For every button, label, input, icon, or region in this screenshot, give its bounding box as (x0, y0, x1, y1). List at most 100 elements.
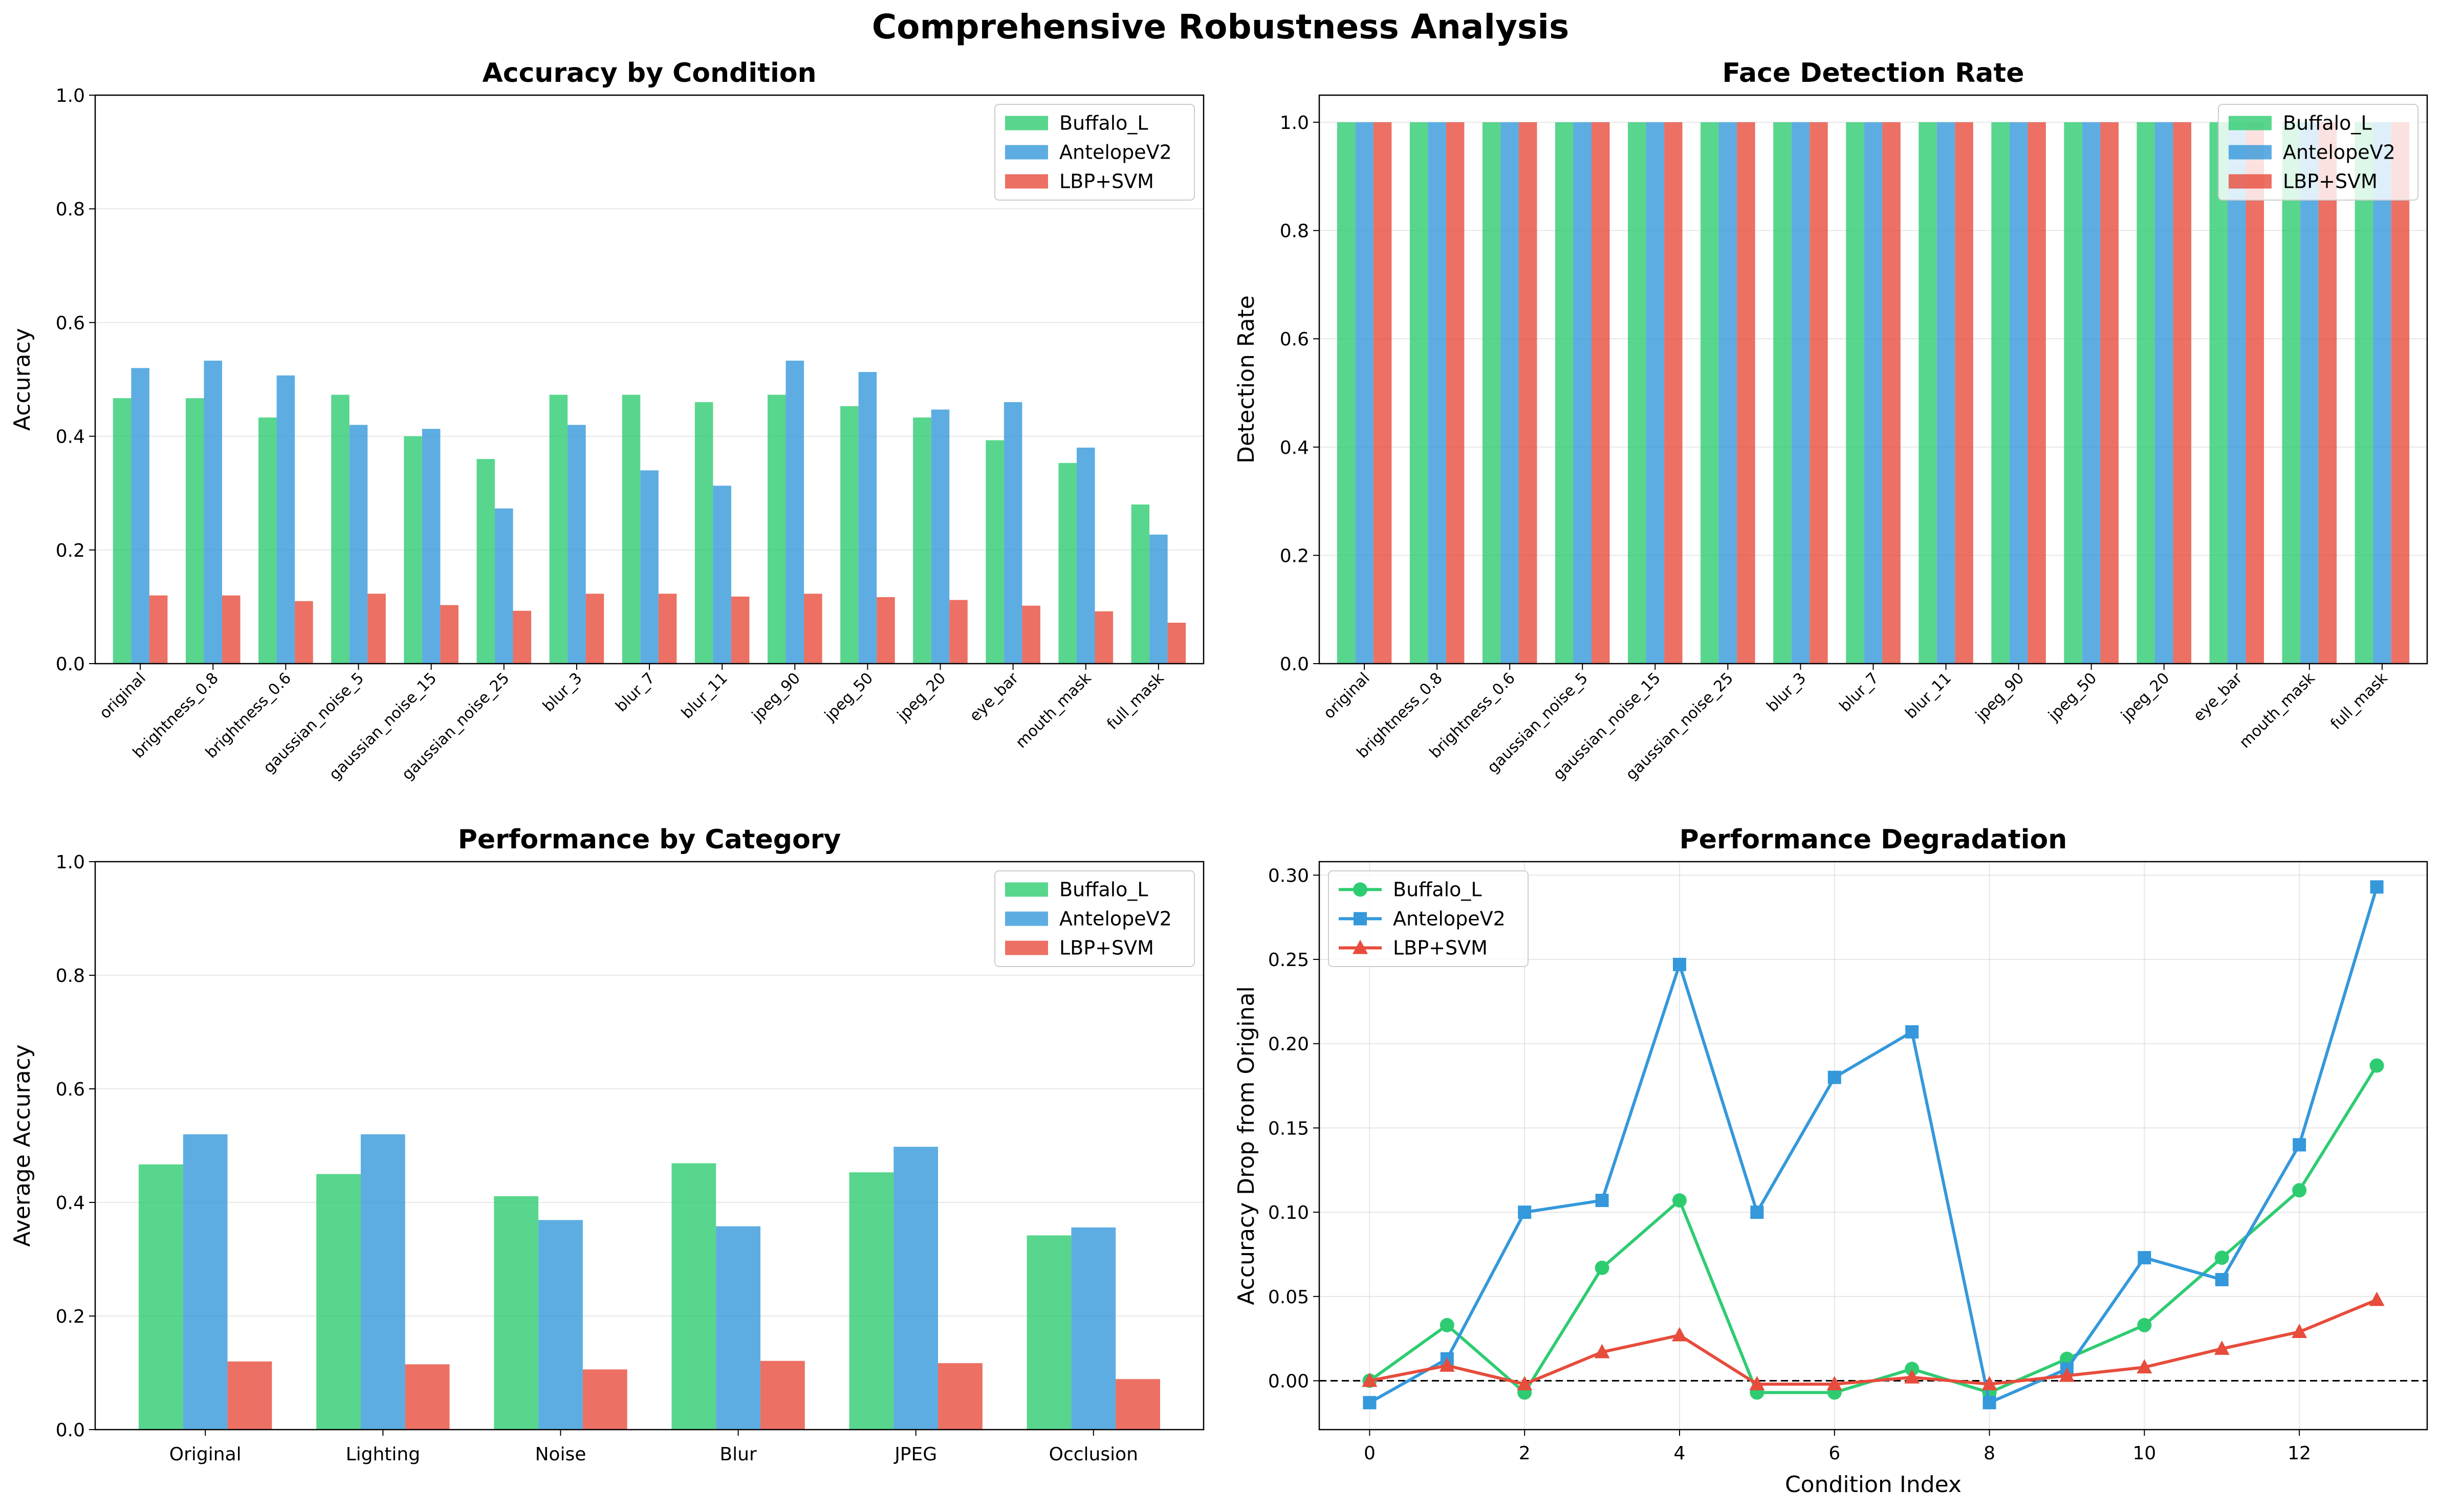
line-buffalo-l (1368, 1064, 2379, 1394)
x-tick-label: Original (169, 1444, 242, 1465)
y-axis-label: Average Accuracy (9, 1044, 35, 1247)
series-buffalo-l (139, 1163, 1072, 1430)
x-tick-label: Noise (535, 1444, 586, 1465)
bar-buffalo-l-jpeg-50 (2064, 122, 2082, 664)
point-lbp-svm-1 (1439, 1357, 1455, 1372)
series-antelopev2 (1363, 880, 2384, 1410)
point-buffalo-l-12 (2292, 1183, 2307, 1198)
y-tick-label: 0.0 (56, 654, 85, 675)
y-axis-label: Accuracy Drop from Original (1233, 986, 1259, 1305)
x-tick-label: 2 (1519, 1443, 1531, 1464)
bar-antelopev2-blur-11 (1936, 122, 1955, 664)
bar-lbp-svm-jpeg-20 (949, 600, 968, 664)
legend-label-buffalo-l: Buffalo_L (1059, 112, 1148, 135)
bar-antelopev2-brightness-0-8 (1428, 122, 1446, 664)
y-tick-label: 1.0 (56, 852, 85, 873)
bar-antelopev2-occlusion (1071, 1227, 1116, 1430)
x-tick-label: original (96, 669, 149, 722)
series-antelopev2 (183, 1134, 1116, 1430)
bar-buffalo-l-occlusion (1027, 1235, 1072, 1430)
y-tick-label: 0.25 (1268, 950, 1309, 971)
point-buffalo-l-4 (1672, 1193, 1687, 1208)
point-antelopev2-10 (2138, 1251, 2151, 1265)
bar-lbp-svm-full-mask (1167, 623, 1186, 664)
plot-frame (1318, 94, 2428, 665)
legend-label-lbp-svm: LBP+SVM (1059, 170, 1154, 193)
bar-buffalo-l-blur-7 (1846, 122, 1864, 664)
bar-antelopev2-blur-7 (640, 470, 659, 664)
x-tick-label: 4 (1674, 1443, 1686, 1464)
y-tick-label: 0.05 (1268, 1287, 1309, 1308)
bar-lbp-svm-original (1373, 122, 1392, 664)
series-antelopev2 (131, 360, 1168, 664)
bar-lbp-svm-blur-3 (585, 594, 604, 664)
point-buffalo-l-13 (2369, 1058, 2384, 1073)
line-antelopev2 (1368, 886, 2379, 1405)
bar-lbp-svm-gaussian-noise-25 (1737, 122, 1755, 664)
bar-lbp-svm-blur-7 (658, 594, 677, 664)
y-tick-label: 0.2 (56, 1306, 85, 1327)
x-tick-label: mouth_mask (1012, 669, 1095, 752)
point-lbp-svm-6 (1826, 1376, 1842, 1391)
bar-antelopev2-eye-bar (1004, 402, 1022, 664)
legend-label-lbp-svm: LBP+SVM (1393, 937, 1488, 959)
bar-lbp-svm-lighting (405, 1364, 450, 1430)
bar-antelopev2-blur-3 (568, 425, 586, 664)
bar-antelopev2-original (183, 1134, 228, 1430)
legend-label-lbp-svm: LBP+SVM (2283, 170, 2378, 193)
point-antelopev2-4 (1673, 957, 1687, 971)
bar-buffalo-l-jpeg-20 (913, 417, 931, 664)
legend-swatch-antelopev2 (1339, 912, 1382, 926)
legend-marker-lbp-svm (1353, 939, 1368, 954)
bar-antelopev2-full-mask (1149, 534, 1168, 664)
point-antelopev2-8 (1982, 1396, 1996, 1410)
point-buffalo-l-7 (1905, 1362, 1920, 1376)
legend-patch-buffalo-l (1005, 116, 1048, 130)
bar-lbp-svm-jpeg-90 (804, 594, 822, 664)
legend-label-buffalo-l: Buffalo_L (1393, 879, 1482, 901)
legend: Buffalo_L AntelopeV2 LBP+SVM (1328, 870, 1529, 967)
bar-lbp-svm-eye-bar (1022, 605, 1040, 664)
bar-antelopev2-noise (538, 1220, 583, 1430)
legend-swatch-buffalo-l (1005, 882, 1048, 897)
point-antelopev2-6 (1827, 1070, 1841, 1084)
point-lbp-svm-7 (1904, 1369, 1920, 1384)
x-tick-label: mouth_mask (2236, 669, 2319, 752)
bar-buffalo-l-blur-7 (622, 395, 641, 664)
bar-buffalo-l-brightness-0-6 (258, 417, 277, 664)
series-lbp-svm (1362, 1291, 2385, 1391)
series-buffalo-l (113, 395, 1150, 664)
legend: Buffalo_L AntelopeV2 LBP+SVM (994, 104, 1195, 201)
point-antelopev2-3 (1595, 1194, 1609, 1208)
legend-swatch-antelopev2 (1005, 911, 1048, 926)
chart-title: Accuracy by Condition (482, 58, 816, 89)
bar-antelopev2-jpeg-90 (2009, 122, 2028, 664)
bar-buffalo-l-jpeg-20 (2137, 122, 2155, 664)
point-antelopev2-11 (2215, 1273, 2229, 1286)
legend: Buffalo_L AntelopeV2 LBP+SVM (994, 870, 1195, 967)
legend-label-buffalo-l: Buffalo_L (1059, 879, 1148, 901)
bar-lbp-svm-noise (582, 1369, 627, 1430)
x-tick-label: eye_bar (2190, 669, 2246, 725)
y-tick-label: 0.20 (1268, 1034, 1309, 1055)
x-tick-label: JPEG (893, 1444, 937, 1465)
bar-buffalo-l-lighting (316, 1174, 361, 1430)
bar-lbp-svm-jpeg-50 (2100, 122, 2119, 664)
y-tick-label: 0.6 (56, 313, 85, 334)
x-tick-label: jpeg_90 (1972, 669, 2028, 725)
y-tick-label: 0.0 (56, 1420, 85, 1441)
bar-lbp-svm-blur-3 (1810, 122, 1828, 664)
legend-label-antelopev2: AntelopeV2 (1059, 908, 1172, 930)
y-tick-label: 0.6 (1280, 329, 1309, 350)
bar-antelopev2-jpeg (893, 1147, 939, 1430)
series-lbp-svm (149, 594, 1186, 664)
bar-antelopev2-brightness-0-8 (204, 360, 223, 664)
legend: Buffalo_L AntelopeV2 LBP+SVM (2218, 104, 2418, 201)
bar-antelopev2-original (131, 368, 149, 664)
plot-frame (94, 94, 1205, 665)
y-tick-label: 1.0 (56, 85, 85, 106)
x-tick-label: blur_3 (539, 669, 585, 715)
chart-title: Performance by Category (458, 824, 841, 855)
point-lbp-svm-4 (1672, 1327, 1688, 1342)
bar-buffalo-l-gaussian-noise-15 (1628, 122, 1646, 664)
